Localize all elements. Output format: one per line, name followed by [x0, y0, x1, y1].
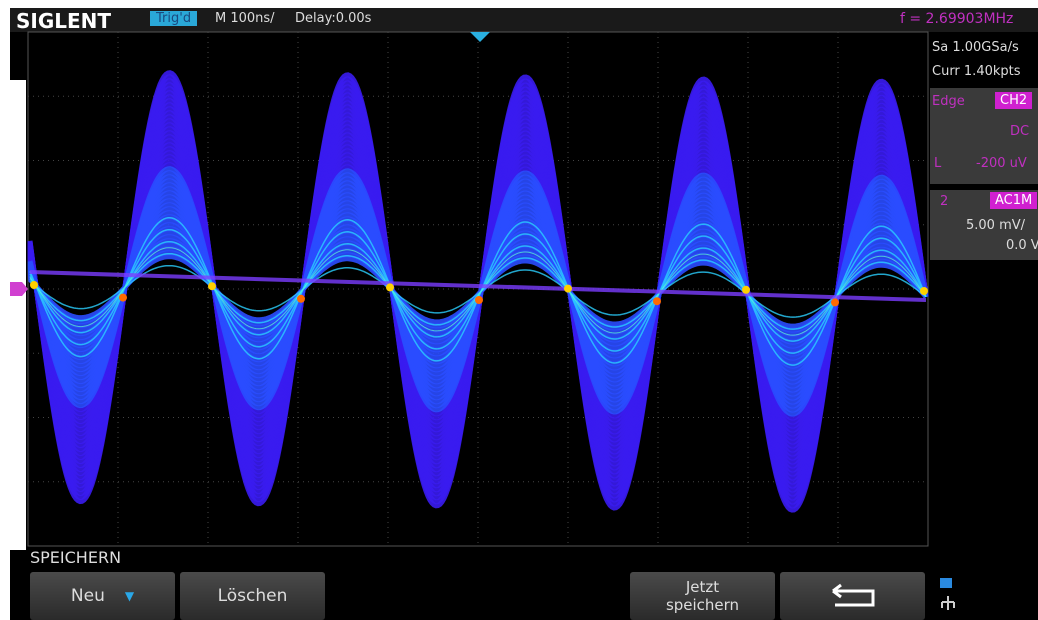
crossing-hotspot — [564, 285, 572, 293]
delete-button[interactable]: Löschen — [180, 572, 325, 620]
crossing-hotspot — [30, 281, 38, 289]
channel-marker — [10, 282, 28, 296]
waveform — [30, 73, 928, 510]
dropdown-icon: ▼ — [125, 589, 134, 603]
crossing-hotspot — [653, 297, 661, 305]
channel-offset: 0.0 V — [1006, 238, 1038, 253]
memory-depth: Curr 1.40kpts — [932, 64, 1021, 79]
crossing-hotspot — [119, 294, 127, 302]
channel-coupling: AC1M — [990, 192, 1037, 209]
channel-number: 2 — [940, 194, 948, 209]
back-button[interactable] — [780, 572, 925, 620]
sample-rate: Sa 1.00GSa/s — [932, 40, 1019, 55]
trigger-coupling: DC — [1010, 124, 1029, 139]
crossing-hotspot — [297, 295, 305, 303]
page: SIGLENT Trig'd M 100ns/ Delay:0.00s f = … — [0, 0, 1038, 620]
crossing-hotspot — [386, 283, 394, 291]
network-icon — [938, 576, 958, 612]
crossing-hotspot — [208, 282, 216, 290]
button-label: Jetzt — [686, 578, 719, 596]
trigger-type: Edge — [932, 94, 965, 109]
crossing-hotspot — [742, 286, 750, 294]
back-icon — [823, 581, 883, 611]
crossing-hotspot — [831, 298, 839, 306]
trigger-level: -200 uV — [976, 156, 1027, 171]
crossing-hotspot — [475, 296, 483, 304]
button-label: speichern — [666, 596, 739, 614]
trigger-level-label: L — [934, 156, 941, 171]
crossing-hotspot — [920, 287, 928, 295]
new-button[interactable]: Neu ▼ — [30, 572, 175, 620]
trigger-source: CH2 — [995, 92, 1032, 109]
trigger-position-marker — [470, 32, 490, 42]
menu-title: SPEICHERN — [30, 548, 121, 567]
button-label: Löschen — [218, 586, 288, 606]
button-label: Neu — [71, 586, 105, 606]
channel-scale: 5.00 mV/ — [966, 218, 1025, 233]
waveform-area — [0, 0, 1038, 620]
